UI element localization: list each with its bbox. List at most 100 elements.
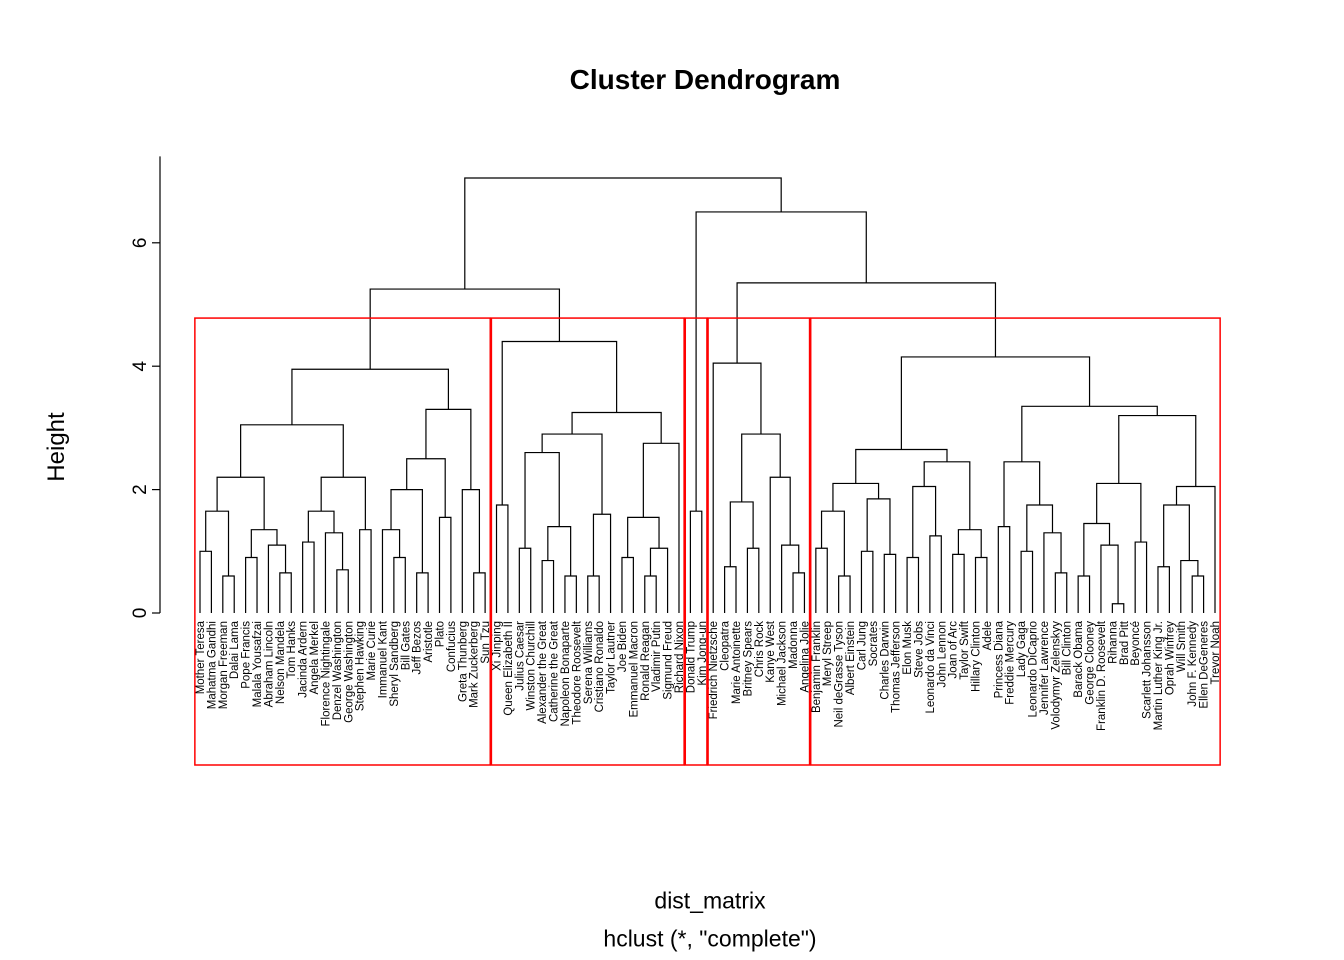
leaf-label: Tom Hanks (286, 621, 298, 679)
leaf-label: Immanuel Kant (377, 620, 389, 698)
leaf-labels: Mother Teresa Mahatma Gandhi Morgan Freema… (195, 620, 1222, 731)
leaf-label: Mark Zuckerberg (469, 621, 481, 708)
hclust-call-label: hclust (*, "complete") (603, 925, 817, 952)
merge-link (571, 411, 662, 444)
merge-link (1163, 504, 1190, 567)
merge-link (425, 408, 472, 490)
leaf-label: Greta Thunberg (457, 621, 469, 702)
merge-link (199, 550, 213, 613)
y-tick-label: 0 (130, 608, 151, 619)
leaf-label: Angelina Jolie (799, 621, 811, 693)
leaf-label: Jennifer Lawrence (1039, 621, 1051, 715)
cluster-box (684, 317, 708, 766)
leaf-label: Serena Williams (583, 621, 595, 704)
merge-link (495, 504, 509, 613)
merge-link (541, 433, 603, 515)
leaf-label: Plato (434, 621, 446, 647)
leaf-label: Joan of Arc (948, 621, 960, 679)
leaf-label: Chris Rock (754, 621, 766, 677)
merge-link (815, 547, 828, 613)
leaf-label: Joe Biden (617, 621, 629, 672)
merge-link (860, 550, 874, 613)
leaf-label: Florence Nightingale (320, 621, 332, 726)
merge-link (464, 177, 782, 290)
merge-link (524, 451, 560, 549)
leaf-label: Cleopatra (720, 620, 732, 670)
leaf-label: Carl Jung (856, 621, 868, 670)
merge-link (832, 482, 880, 512)
leaf-label: Malala Yousafzai (252, 621, 264, 707)
leaf-label: Catherine the Great (549, 620, 561, 722)
leaf-label: Martin Luther King Jr. (1153, 621, 1165, 730)
leaf-label: George Clooney (1085, 621, 1097, 705)
leaf-label: Stephen Hawking (355, 621, 367, 711)
merge-link (1180, 559, 1199, 613)
leaf-label: John F. Kennedy (1187, 621, 1199, 707)
merge-link (866, 498, 891, 555)
leaf-label: John Lennon (936, 621, 948, 688)
cluster-box (707, 317, 811, 766)
leaf-label: Elon Musk (902, 621, 914, 675)
merge-link (267, 544, 287, 613)
x-axis-label: dist_matrix (654, 887, 766, 914)
merge-link (838, 575, 851, 613)
leaf-label: Emmanuel Macron (628, 621, 640, 718)
leaf-label: Vladimir Putin (651, 621, 663, 692)
leaf-label: Hillary Clinton (971, 621, 983, 692)
merge-link (649, 547, 669, 613)
leaf-label: Sheryl Sandberg (389, 621, 401, 707)
merge-link (1054, 572, 1068, 613)
leaf-label: Marie Antoinette (731, 621, 743, 704)
merge-link (923, 461, 971, 530)
leaf-label: Benjamin Franklin (811, 621, 823, 713)
merge-link (627, 516, 660, 558)
merge-link (390, 489, 423, 573)
leaf-label: Nelson Mandela (275, 620, 287, 704)
leaf-label: Brad Pitt (1119, 620, 1131, 665)
merge-link (1111, 603, 1125, 613)
merge-link (1096, 482, 1142, 543)
merge-link (1003, 461, 1041, 527)
leaf-label: Queen Elizabeth II (503, 621, 515, 716)
leaf-label: Princess Diana (993, 620, 1005, 698)
chart-title: Cluster Dendrogram (569, 64, 841, 95)
merge-link (291, 368, 450, 425)
merge-link (621, 556, 634, 613)
merge-link (518, 547, 532, 613)
leaf-label: Denzel Washington (332, 621, 344, 720)
merge-link (393, 556, 406, 613)
leaf-label: Oprah Winfrey (1164, 621, 1176, 695)
leaf-label: Scarlett Johansson (1142, 621, 1154, 719)
leaf-label: Cristiano Ronaldo (594, 621, 606, 712)
leaf-label: Sun Tzu (480, 621, 492, 664)
leaf-label: Aristotle (423, 621, 435, 663)
merge-link (792, 572, 806, 613)
leaf-label: Richard Nixon (674, 621, 686, 693)
merge-link (1077, 575, 1091, 613)
merge-link (1020, 550, 1034, 613)
merge-link (883, 553, 897, 613)
leaf-label: Jeff Bezos (412, 621, 424, 675)
dendrogram-lines (199, 177, 1216, 613)
leaf-label: Madonna (788, 620, 800, 669)
leaf-label: Taylor Swift (959, 620, 971, 680)
merge-link (381, 529, 401, 613)
merge-link (438, 516, 452, 613)
leaf-label: Pope Francis (241, 621, 253, 689)
leaf-label: Meryl Streep (822, 621, 834, 686)
leaf-label: Freddie Mercury (1005, 621, 1017, 705)
leaf-label: Jacinda Ardern (298, 621, 310, 698)
leaf-label: Taylor Lautner (606, 621, 618, 694)
leaf-label: Abraham Lincoln (263, 621, 275, 707)
merge-link (741, 433, 781, 502)
merge-link (279, 572, 292, 613)
leaf-label: Angela Merkel (309, 621, 321, 695)
merge-link (222, 575, 235, 613)
merge-link (912, 485, 937, 558)
merge-link (541, 559, 555, 613)
merge-link (781, 544, 800, 613)
merge-link (746, 547, 760, 613)
leaf-label: Will Smith (1176, 621, 1188, 672)
merge-link (644, 575, 657, 613)
